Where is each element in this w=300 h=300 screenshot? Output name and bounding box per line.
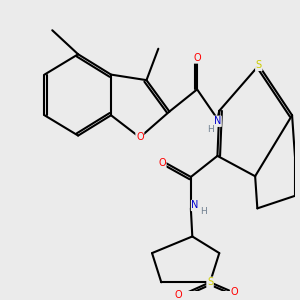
Text: S: S [207,277,213,287]
Text: H: H [207,124,214,134]
Text: N: N [191,200,199,211]
Text: H: H [200,207,207,216]
Text: O: O [136,132,144,142]
Text: O: O [231,286,238,296]
Text: O: O [158,158,166,167]
Text: O: O [175,290,182,300]
Text: N: N [214,116,221,126]
Text: S: S [256,60,262,70]
Text: O: O [193,53,201,63]
